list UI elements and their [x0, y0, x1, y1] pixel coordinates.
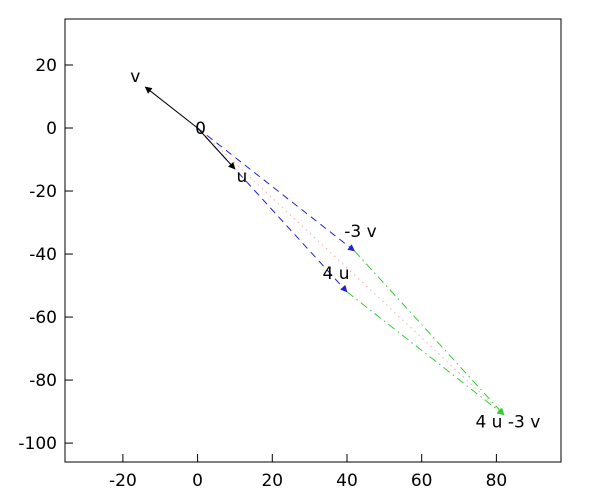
x-tick-label: 0 [192, 471, 203, 491]
y-tick-label: -100 [18, 434, 57, 454]
y-tick-label: -60 [29, 308, 57, 328]
point-label-minus-3v: -3 v [344, 222, 376, 242]
y-tick-label: -20 [29, 182, 57, 202]
resultant-dotted [197, 127, 505, 416]
y-tick-label: -80 [29, 371, 57, 391]
point-label-4u: 4 u [322, 264, 349, 284]
add-4u-after-3v [354, 250, 505, 416]
y-tick-label: -40 [29, 245, 57, 265]
x-tick-label: 20 [261, 471, 283, 491]
plot-border [64, 18, 562, 463]
y-tick-label: 20 [35, 56, 57, 76]
vector-v [144, 86, 198, 129]
vector-u [197, 127, 236, 170]
add-3v-after-4u [346, 291, 505, 416]
x-tick-label: 60 [411, 471, 433, 491]
y-tick-label: 0 [46, 119, 57, 139]
x-tick-label: 80 [486, 471, 508, 491]
point-label-u: u [237, 167, 248, 187]
vector-minus-3v [197, 127, 356, 252]
x-tick-label: 40 [336, 471, 358, 491]
point-label-origin: 0 [195, 119, 206, 139]
x-tick-label: -20 [109, 471, 137, 491]
point-label-v: v [130, 67, 140, 87]
point-label-4u-3v: 4 u -3 v [475, 413, 540, 433]
